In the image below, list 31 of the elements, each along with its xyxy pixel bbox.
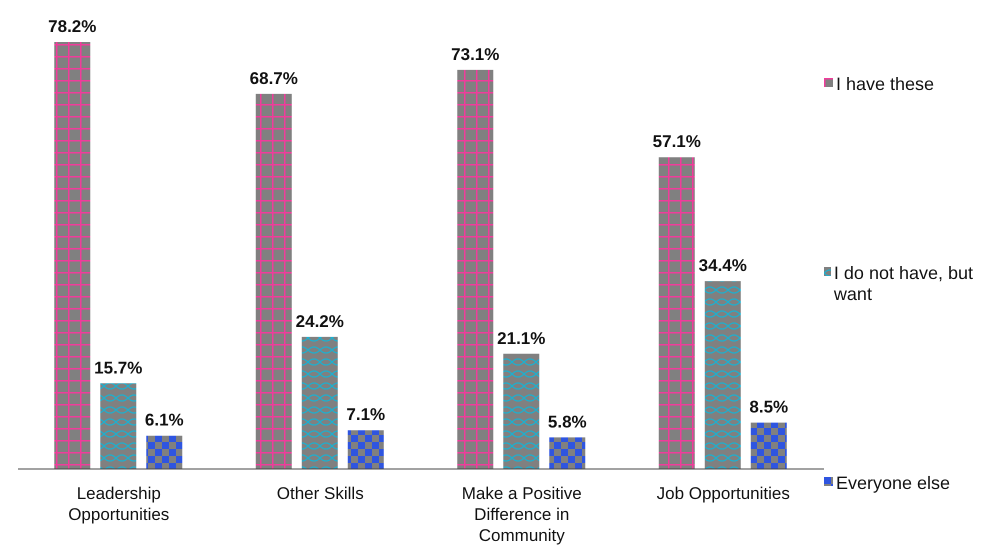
data-label: 8.5% <box>749 398 788 417</box>
data-label: 21.1% <box>497 328 546 348</box>
bar <box>503 354 540 469</box>
data-label: 15.7% <box>94 358 142 378</box>
legend-label: I do not have, but want <box>834 262 974 304</box>
bar <box>704 281 741 469</box>
data-label: 7.1% <box>346 405 386 424</box>
data-label: 78.2% <box>48 17 96 36</box>
bar <box>457 70 494 469</box>
bar <box>348 430 384 469</box>
x-tick-label: Other Skills <box>276 484 364 503</box>
x-tick-label: Make a Positive Difference in Community <box>462 484 582 545</box>
data-label: 24.2% <box>296 312 344 331</box>
bar <box>658 157 695 469</box>
bar <box>750 422 787 469</box>
data-label: 68.7% <box>250 68 298 88</box>
bar <box>100 383 136 469</box>
legend-label: Everyone else <box>836 472 950 494</box>
x-tick-label: Job Opportunities <box>656 484 790 503</box>
bar <box>54 42 90 469</box>
legend-label: I have these <box>836 74 934 94</box>
bar <box>146 436 182 469</box>
data-label: 57.1% <box>652 132 701 152</box>
data-label: 34.4% <box>698 256 747 276</box>
data-label: 6.1% <box>144 410 184 430</box>
data-label: 73.1% <box>451 44 500 64</box>
x-tick-label: Leadership Opportunities <box>68 484 170 524</box>
bar <box>549 437 586 469</box>
bar <box>302 336 338 469</box>
data-label: 5.8% <box>548 412 587 432</box>
bar <box>256 94 292 469</box>
